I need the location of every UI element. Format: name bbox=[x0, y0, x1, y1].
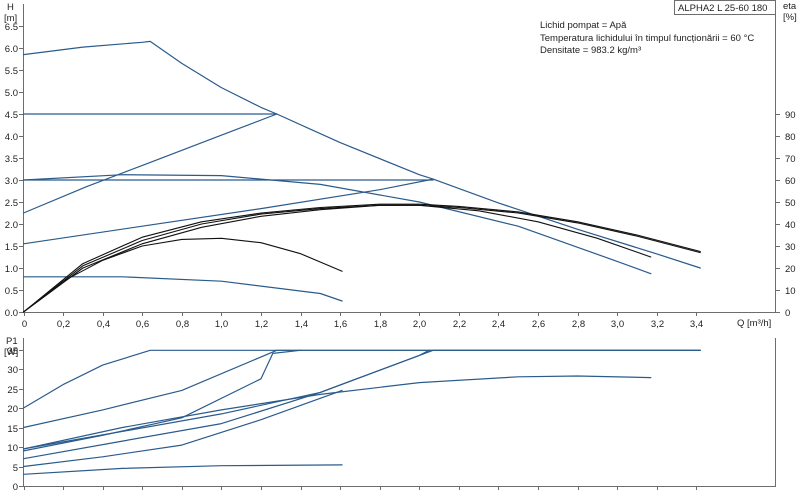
efficiency-curves bbox=[22, 203, 701, 313]
power-curve bbox=[22, 349, 430, 460]
x-tick-label: 2,6 bbox=[532, 319, 545, 330]
eta-tick-label: 70 bbox=[785, 154, 796, 165]
y-tick-label: 4.5 bbox=[5, 110, 18, 121]
efficiency-curve bbox=[22, 204, 652, 313]
eta-tick-label: 0 bbox=[785, 308, 790, 319]
y-tick-label: 2.0 bbox=[5, 220, 18, 231]
power-curves bbox=[22, 349, 701, 475]
eta-tick-label: 40 bbox=[785, 220, 796, 231]
flow-axis-label: Q [m³/h] bbox=[737, 318, 771, 329]
eta-axis-label-line2: [%] bbox=[783, 12, 797, 23]
x-tick-label: 3,2 bbox=[651, 319, 664, 330]
head-ticks: 0 0,2 0,4 0,6 0,8 1,0 1,2 1,4 1,6 1,8 2,0 2,2 2,4 2,6… bbox=[5, 22, 796, 330]
efficiency-curve bbox=[22, 237, 343, 313]
power-axis-label-line1: P1 bbox=[6, 336, 18, 347]
y-tick-label: 1.0 bbox=[5, 264, 18, 275]
x-tick-label: 0,2 bbox=[57, 319, 70, 330]
info-density: Densitate = 983.2 kg/m³ bbox=[540, 45, 641, 56]
head-panel: 0 0,2 0,4 0,6 0,8 1,0 1,2 1,4 1,6 1,8 2,0 2,2 2,4 2,6… bbox=[4, 0, 797, 330]
x-tick-label: 0,6 bbox=[136, 319, 149, 330]
power-panel: 0 5 10 15 20 25 30 35 P1 [W] bbox=[4, 336, 776, 493]
info-temperature: Temperatura lichidului în timpul funcțio… bbox=[540, 33, 754, 44]
power-curve bbox=[22, 375, 652, 450]
y-tick-label: 0.0 bbox=[5, 308, 18, 319]
x-tick-label: 1,8 bbox=[374, 319, 387, 330]
y-tick-label: 6.5 bbox=[5, 22, 18, 33]
y-tick-label: 6.0 bbox=[5, 44, 18, 55]
head-axis-label-line2: [m] bbox=[4, 13, 17, 24]
head-curves bbox=[22, 40, 701, 302]
power-ticks: 0 5 10 15 20 25 30 35 bbox=[7, 346, 697, 493]
x-tick-label: 2,8 bbox=[572, 319, 585, 330]
eta-tick-label: 50 bbox=[785, 198, 796, 209]
power-curve bbox=[22, 349, 701, 409]
model-title-box bbox=[674, 0, 776, 15]
x-tick-label: 3,0 bbox=[611, 319, 624, 330]
model-title: ALPHA2 L 25-60 180 bbox=[678, 3, 767, 14]
power-y-tick-label: 20 bbox=[7, 404, 18, 415]
x-tick-label: 1,4 bbox=[295, 319, 308, 330]
x-tick-label: 0 bbox=[22, 319, 27, 330]
eta-tick-label: 60 bbox=[785, 176, 796, 187]
eta-tick-label: 10 bbox=[785, 286, 796, 297]
eta-axis-label-line1: eta bbox=[783, 1, 797, 12]
x-tick-label: 0,4 bbox=[97, 319, 110, 330]
y-tick-label: 0.5 bbox=[5, 286, 18, 297]
power-curve bbox=[22, 349, 701, 450]
power-y-tick-label: 5 bbox=[13, 463, 18, 474]
x-tick-label: 1,6 bbox=[334, 319, 347, 330]
y-tick-label: 3.0 bbox=[5, 176, 18, 187]
power-curve bbox=[22, 464, 343, 475]
y-tick-label: 5.0 bbox=[5, 88, 18, 99]
eta-tick-label: 20 bbox=[785, 264, 796, 275]
power-y-tick-label: 15 bbox=[7, 424, 18, 435]
power-y-tick-label: 0 bbox=[13, 482, 18, 493]
x-tick-label: 2,2 bbox=[453, 319, 466, 330]
head-curve bbox=[22, 276, 343, 302]
head-curve bbox=[22, 178, 434, 245]
power-curve bbox=[22, 389, 343, 468]
y-tick-label: 5.5 bbox=[5, 66, 18, 77]
info-fluid: Lichid pompat = Apă bbox=[540, 20, 627, 31]
y-tick-label: 2.5 bbox=[5, 198, 18, 209]
power-y-tick-label: 35 bbox=[7, 346, 18, 357]
head-axis-label-line1: H bbox=[7, 2, 14, 13]
power-y-tick-label: 10 bbox=[7, 443, 18, 454]
x-tick-label: 1,2 bbox=[255, 319, 268, 330]
y-tick-label: 3.5 bbox=[5, 154, 18, 165]
x-tick-label: 2,4 bbox=[492, 319, 505, 330]
head-curve bbox=[22, 174, 652, 275]
power-axis-label-line2: [W] bbox=[4, 347, 18, 358]
power-y-tick-label: 25 bbox=[7, 385, 18, 396]
eta-tick-label: 80 bbox=[785, 132, 796, 143]
x-tick-label: 1,0 bbox=[215, 319, 228, 330]
power-y-tick-label: 30 bbox=[7, 365, 18, 376]
head-curve bbox=[22, 113, 278, 214]
head-curve bbox=[22, 40, 701, 269]
x-tick-label: 2,0 bbox=[413, 319, 426, 330]
y-tick-label: 4.0 bbox=[5, 132, 18, 143]
efficiency-curve bbox=[22, 204, 701, 313]
x-tick-label: 0,8 bbox=[176, 319, 189, 330]
eta-tick-label: 90 bbox=[785, 110, 796, 121]
power-curve bbox=[22, 349, 302, 452]
eta-tick-label: 30 bbox=[785, 242, 796, 253]
efficiency-curve bbox=[22, 203, 701, 313]
y-tick-label: 1.5 bbox=[5, 242, 18, 253]
x-tick-label: 3,4 bbox=[690, 319, 703, 330]
